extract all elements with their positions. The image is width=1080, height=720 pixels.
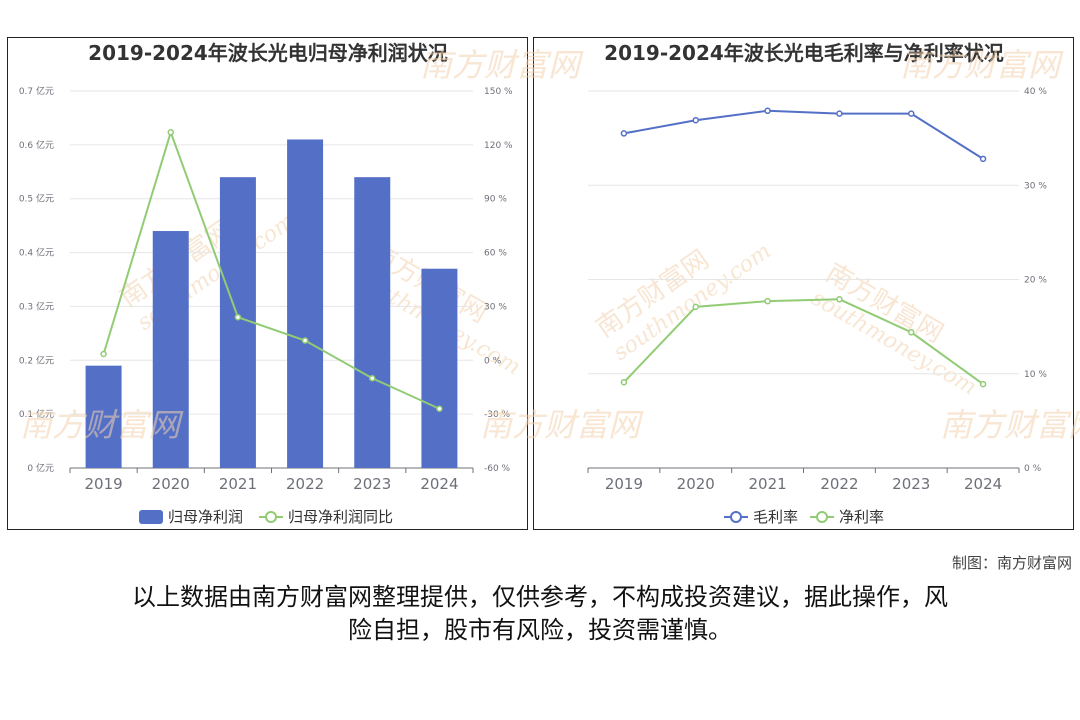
y-left-tick-label: 0.1 亿元 (19, 408, 54, 420)
data-point (836, 296, 843, 303)
bar (85, 365, 122, 468)
disclaimer: 以上数据由南方财富网整理提供，仅供参考，不构成投资建议，据此操作，风 险自担，股… (70, 581, 1010, 647)
y-left-tick-label: 0.5 亿元 (19, 193, 54, 205)
x-tick-label: 2023 (892, 475, 930, 493)
series-line (623, 109, 984, 160)
disclaimer-line-1: 以上数据由南方财富网整理提供，仅供参考，不构成投资建议，据此操作，风 (132, 583, 948, 611)
data-point (979, 380, 987, 388)
left-chart-svg: 南方财富网southmoney.com南方财富网southmoney.com20… (19, 41, 525, 526)
x-tick-label: 2023 (353, 475, 391, 493)
x-tick-label: 2019 (84, 475, 122, 493)
data-point (692, 303, 699, 311)
disclaimer-line-2: 险自担，股市有风险，投资需谨慎。 (348, 616, 732, 644)
x-tick-label: 2022 (286, 475, 324, 493)
y-right-tick-label: 30 % (1024, 181, 1047, 191)
x-tick-label: 2021 (748, 475, 786, 493)
x-tick-label: 2019 (605, 475, 643, 493)
legend-label: 毛利率 (753, 508, 798, 526)
left-chart-panel: 南方财富网southmoney.com南方财富网southmoney.com20… (7, 37, 528, 530)
legend-swatch-bar (139, 510, 163, 524)
legend-label: 归母净利润同比 (288, 508, 393, 526)
data-point (167, 129, 174, 136)
right-chart-panel: 南方财富网 southmoney.com 南方财富网 southmoney.com 20… (533, 37, 1074, 530)
data-point (836, 110, 843, 117)
y-right-tick-label: -30 % (484, 410, 511, 420)
y-left-tick-label: 0.2 亿元 (19, 354, 54, 366)
y-right-tick-label: 0 % (1024, 464, 1042, 474)
legend-swatch-marker (265, 511, 277, 523)
y-right-tick-label: 150 % (484, 87, 513, 97)
bar (152, 231, 189, 468)
x-tick-label: 2020 (152, 475, 190, 493)
bar (421, 268, 458, 468)
chart-title: 2019-2024年波长光电毛利率与净利率状况 (604, 41, 1004, 65)
data-point (979, 155, 987, 163)
y-right-tick-label: 90 % (484, 195, 507, 205)
y-left-tick-label: 0.6 亿元 (19, 139, 54, 151)
data-point (908, 110, 915, 117)
data-point (620, 130, 628, 137)
data-point (234, 313, 242, 321)
legend-label: 归母净利润 (168, 508, 243, 526)
y-left-tick-label: 0 亿元 (27, 462, 54, 474)
data-point (369, 374, 376, 382)
data-point (692, 116, 699, 124)
y-right-tick-label: 40 % (1024, 87, 1047, 97)
bar (287, 139, 324, 468)
legend-swatch-marker (730, 511, 742, 523)
data-point (764, 297, 771, 305)
y-left-tick-label: 0.4 亿元 (19, 247, 54, 259)
x-tick-label: 2021 (219, 475, 257, 493)
chart-title: 2019-2024年波长光电归母净利润状况 (88, 41, 448, 65)
bar (354, 177, 391, 468)
series-line (623, 298, 984, 385)
x-tick-label: 2022 (820, 475, 858, 493)
y-left-tick-label: 0.7 亿元 (19, 85, 54, 97)
data-point (764, 107, 771, 115)
data-point (620, 378, 628, 386)
legend-label: 净利率 (839, 508, 884, 526)
x-tick-label: 2024 (420, 475, 458, 493)
x-tick-label: 2020 (677, 475, 715, 493)
y-right-tick-label: 10 % (1024, 370, 1047, 380)
data-point (908, 329, 915, 336)
data-point (301, 337, 309, 344)
series-line (102, 129, 440, 410)
y-right-tick-label: -60 % (484, 464, 511, 474)
data-point (100, 350, 107, 358)
source-label: 制图：南方财富网 (951, 554, 1072, 572)
y-right-tick-label: 30 % (484, 302, 507, 312)
y-right-tick-label: 20 % (1024, 276, 1047, 286)
y-right-tick-label: 120 % (484, 141, 513, 151)
y-right-tick-label: 0 % (484, 356, 502, 366)
bar (219, 177, 256, 468)
data-point (436, 405, 443, 413)
y-left-tick-label: 0.3 亿元 (19, 300, 54, 312)
y-right-tick-label: 60 % (484, 249, 507, 259)
legend-swatch-marker (816, 511, 828, 523)
x-tick-label: 2024 (964, 475, 1002, 493)
